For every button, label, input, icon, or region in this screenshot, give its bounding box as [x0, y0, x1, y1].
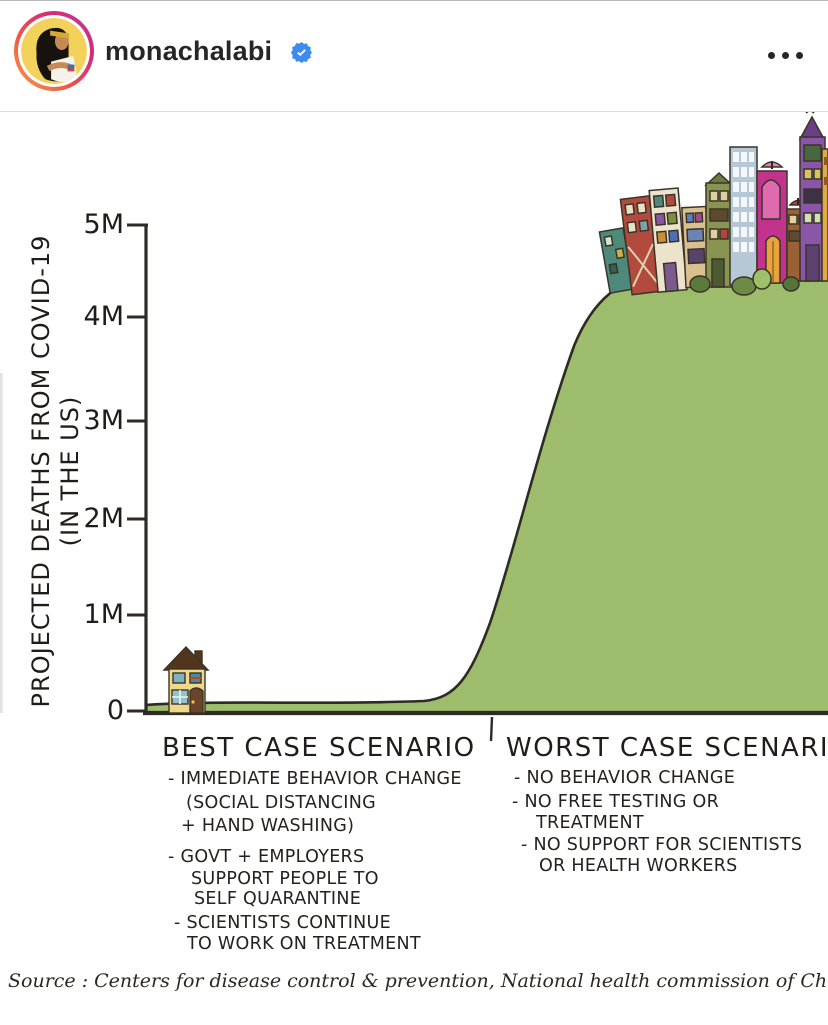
y-tick-label: 3M	[83, 405, 124, 436]
more-options-icon	[767, 51, 775, 59]
best-case-note-line: (SOCIAL DISTANCING	[186, 793, 376, 813]
more-options-button[interactable]	[758, 41, 812, 69]
username[interactable]: monachalabi	[105, 36, 273, 66]
y-tick-label: 2M	[83, 503, 124, 534]
post-header: monachalabi	[0, 1, 828, 112]
paper-edge	[0, 373, 3, 713]
verified-badge-icon	[291, 42, 312, 63]
more-options-icon	[781, 51, 789, 59]
best-case-note-line: + HAND WASHING)	[181, 816, 355, 836]
y-axis-title-line1: PROJECTED DEATHS FROM COVID-19	[27, 234, 55, 708]
worst-case-note-line: - NO SUPPORT FOR SCIENTISTS	[521, 835, 803, 855]
post-image[interactable]: PROJECTED DEATHS FROM COVID-19 (IN THE U…	[0, 112, 828, 1025]
y-axis-title-line2: (IN THE US)	[56, 395, 84, 547]
best-case-note-line: SELF QUARANTINE	[194, 889, 362, 909]
best-case-note-line: - GOVT + EMPLOYERS	[168, 847, 365, 867]
worst-case-note-line: TREATMENT	[536, 813, 644, 833]
y-tick-label: 5M	[83, 209, 124, 240]
y-axis	[127, 223, 148, 713]
more-options-icon	[795, 51, 803, 59]
best-case-note-line: - IMMEDIATE BEHAVIOR CHANGE	[168, 769, 462, 789]
avatar-gap	[18, 15, 90, 87]
source-caption: Source : Centers for disease control & p…	[8, 970, 828, 992]
worst-case-note-line: OR HEALTH WORKERS	[539, 856, 738, 876]
y-tick-label: 1M	[83, 599, 124, 630]
best-case-title: BEST CASE SCENARIO	[162, 733, 476, 763]
house-illustration	[162, 645, 210, 714]
avatar[interactable]	[21, 18, 87, 84]
area-fill	[146, 271, 828, 712]
avatar-story-ring[interactable]	[14, 11, 94, 91]
y-axis-title: PROJECTED DEATHS FROM COVID-19 (IN THE U…	[27, 221, 87, 721]
best-case-note-line: TO WORK ON TREATMENT	[187, 934, 421, 954]
y-tick-label: 4M	[83, 301, 124, 332]
y-tick-label: 0	[106, 695, 124, 726]
best-case-note-line: - SCIENTISTS CONTINUE	[174, 913, 392, 933]
chart-canvas	[0, 112, 828, 742]
worst-case-note-line: - NO FREE TESTING OR	[512, 792, 720, 812]
worst-case-note-line: - NO BEHAVIOR CHANGE	[514, 768, 736, 788]
x-axis	[143, 710, 828, 742]
city-illustration	[598, 112, 828, 296]
best-case-note-line: SUPPORT PEOPLE TO	[191, 869, 379, 889]
worst-case-title: WORST CASE SCENARIO	[506, 733, 828, 763]
